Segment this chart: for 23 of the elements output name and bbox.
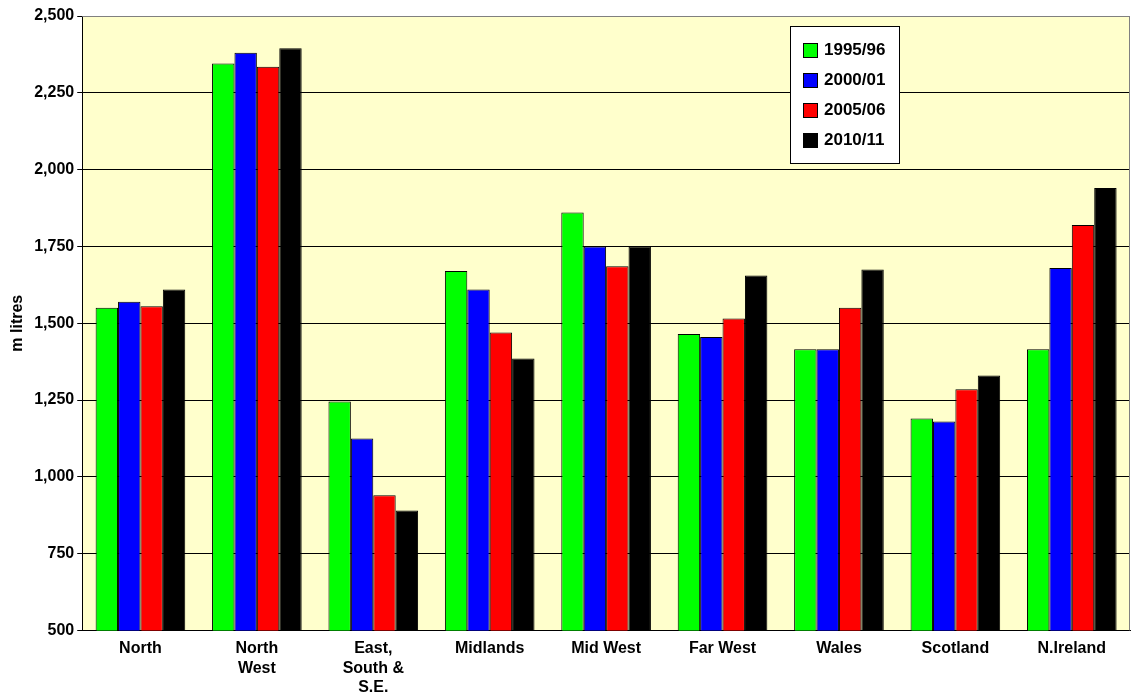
y-tick-label: 1,500	[34, 313, 75, 331]
x-tick-label: Scotland	[921, 639, 990, 657]
y-tick-label: 2,500	[34, 6, 75, 24]
x-tick-label: East, South & S.E.	[342, 639, 405, 695]
y-tick-label: 1,000	[34, 467, 75, 485]
y-tick-label: 2,250	[34, 83, 75, 101]
y-tick-label: 1,750	[34, 236, 75, 254]
x-tick-label: Midlands	[455, 639, 525, 657]
y-tick-label: 1,250	[34, 390, 75, 408]
x-tick-label: N.Ireland	[1037, 639, 1107, 657]
legend-label: 2005/06	[824, 100, 886, 120]
legend-label: 2000/01	[824, 70, 886, 90]
x-tick-label: Wales	[816, 639, 862, 657]
legend-label: 2010/11	[824, 130, 885, 150]
y-tick-label: 500	[47, 620, 75, 638]
legend-label: 1995/96	[824, 40, 886, 60]
y-axis-title: m litres	[8, 294, 26, 352]
y-tick-label: 750	[47, 544, 75, 562]
x-tick-label: Far West	[688, 639, 757, 657]
x-tick-label: North	[119, 639, 162, 657]
x-tick-label: North West	[235, 639, 279, 676]
x-tick-label: Mid West	[571, 639, 642, 657]
y-tick-label: 2,000	[34, 160, 75, 178]
